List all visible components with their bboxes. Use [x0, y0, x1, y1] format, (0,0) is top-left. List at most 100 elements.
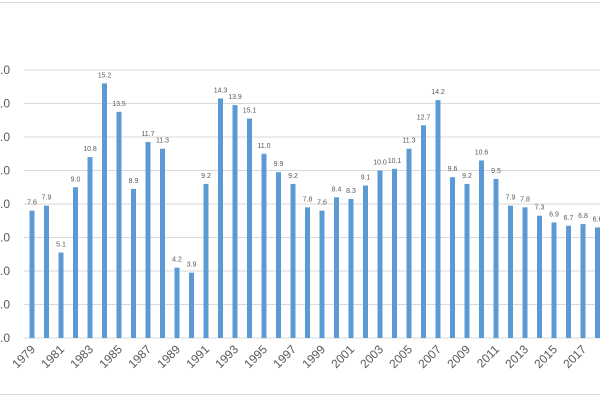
bar-2005 — [406, 148, 412, 338]
data-label: 9.6 — [448, 166, 458, 173]
data-label: 11.0 — [257, 143, 270, 150]
data-label: 7.8 — [303, 196, 313, 203]
bar-2006 — [421, 125, 426, 339]
x-tick-label: 2017 — [560, 342, 589, 371]
bar-2007 — [435, 100, 441, 339]
bar-1996 — [276, 172, 281, 338]
x-tick-label: 1995 — [241, 342, 270, 371]
data-label: 7.6 — [27, 200, 37, 207]
bar-2000 — [334, 197, 339, 338]
data-label: 11.7 — [141, 131, 154, 138]
y-tick-label: 14.0 — [0, 97, 10, 111]
data-label: 15.2 — [98, 72, 112, 79]
data-label: 14.3 — [214, 87, 228, 94]
bar-2017 — [580, 224, 586, 338]
data-label: 13.9 — [228, 94, 242, 101]
y-tick-label: 0.0 — [0, 331, 10, 345]
data-label: 9.2 — [288, 173, 298, 180]
x-tick-label: 1993 — [212, 342, 241, 371]
data-label: 6.8 — [578, 213, 588, 220]
bar-2014 — [537, 215, 542, 338]
data-label: 8.9 — [129, 178, 139, 185]
bar-2013 — [522, 207, 528, 338]
data-label: 7.6 — [317, 200, 327, 207]
bar-2011 — [493, 178, 499, 338]
x-tick-label: 1997 — [270, 342, 299, 371]
data-label: 7.3 — [535, 205, 545, 212]
x-tick-label: 1999 — [299, 342, 328, 371]
data-label: 11.3 — [402, 138, 415, 145]
bar-1988 — [160, 148, 165, 338]
x-tick-label: 1987 — [125, 342, 154, 371]
x-tick-label: 2003 — [357, 342, 386, 371]
bar-2012 — [508, 205, 513, 338]
data-label: 15.1 — [243, 108, 257, 115]
bar-1991 — [203, 183, 209, 338]
x-tick-label: 2005 — [386, 342, 415, 371]
bar-2003 — [377, 170, 383, 338]
bar-2009 — [464, 183, 470, 338]
x-tick-label: 2011 — [474, 342, 502, 370]
x-tick-label: 1981 — [38, 342, 67, 371]
data-label: 6.7 — [564, 215, 574, 222]
bar-1989 — [174, 267, 180, 338]
data-label: 9.2 — [201, 173, 211, 180]
x-tick-label: 1989 — [154, 342, 183, 371]
data-label: 9.1 — [361, 175, 371, 182]
data-label: 9.9 — [274, 161, 284, 168]
y-tick-label: 12.0 — [0, 130, 10, 144]
data-label: 7.9 — [506, 195, 516, 202]
data-label: 11.3 — [156, 138, 169, 145]
data-label: 6.9 — [549, 211, 559, 218]
bar-1993 — [232, 105, 238, 338]
bar-1982 — [73, 187, 78, 338]
bar-2002 — [363, 185, 368, 338]
bar-1998 — [305, 207, 310, 338]
bar-2015 — [551, 222, 557, 338]
data-label: 10.6 — [475, 149, 489, 156]
data-label: 5.1 — [56, 242, 66, 249]
y-tick-label: 10.0 — [0, 164, 10, 178]
bar-1983 — [87, 157, 93, 338]
bar-1987 — [145, 142, 151, 338]
bar-2010 — [479, 160, 484, 338]
bar-1994 — [247, 118, 252, 338]
data-label: 9.5 — [491, 168, 501, 175]
x-tick-label: 2013 — [502, 342, 531, 371]
y-tick-label: 2.0 — [0, 298, 10, 312]
data-label: 7.9 — [42, 195, 52, 202]
data-label: 10.8 — [83, 146, 97, 153]
bar-2004 — [392, 168, 397, 338]
bar-1995 — [261, 153, 267, 338]
bar-2008 — [450, 177, 455, 338]
data-label: 14.2 — [431, 89, 445, 96]
data-label: 12.7 — [417, 114, 431, 121]
data-label: 10.0 — [373, 160, 387, 167]
x-tick-label: 1979 — [9, 342, 38, 371]
bar-1999 — [319, 210, 325, 338]
bar-1985 — [116, 111, 122, 338]
y-tick-label: 4.0 — [0, 264, 10, 278]
bar-1986 — [131, 188, 136, 338]
y-tick-label: 6.0 — [0, 231, 10, 245]
bar-1990 — [189, 272, 194, 338]
y-tick-label: 8.0 — [0, 197, 10, 211]
bar-2018 — [595, 227, 600, 338]
x-tick-label: 2015 — [531, 342, 560, 371]
data-label: 3.9 — [187, 262, 197, 269]
bar-1992 — [218, 98, 223, 338]
x-tick-label: 1991 — [183, 342, 212, 371]
data-label: 9.2 — [462, 173, 472, 180]
x-tick-label: 2001 — [328, 342, 357, 371]
bar-1997 — [290, 183, 296, 338]
data-label: 8.4 — [332, 186, 342, 193]
x-tick-label: 1985 — [96, 342, 125, 371]
y-tick-label: 16.0 — [0, 63, 10, 77]
data-label: 8.3 — [346, 188, 356, 195]
x-tick-label: 2009 — [444, 342, 473, 371]
bar-1979 — [29, 210, 35, 338]
x-tick-label: 2007 — [415, 342, 444, 371]
data-label: 9.0 — [71, 176, 81, 183]
